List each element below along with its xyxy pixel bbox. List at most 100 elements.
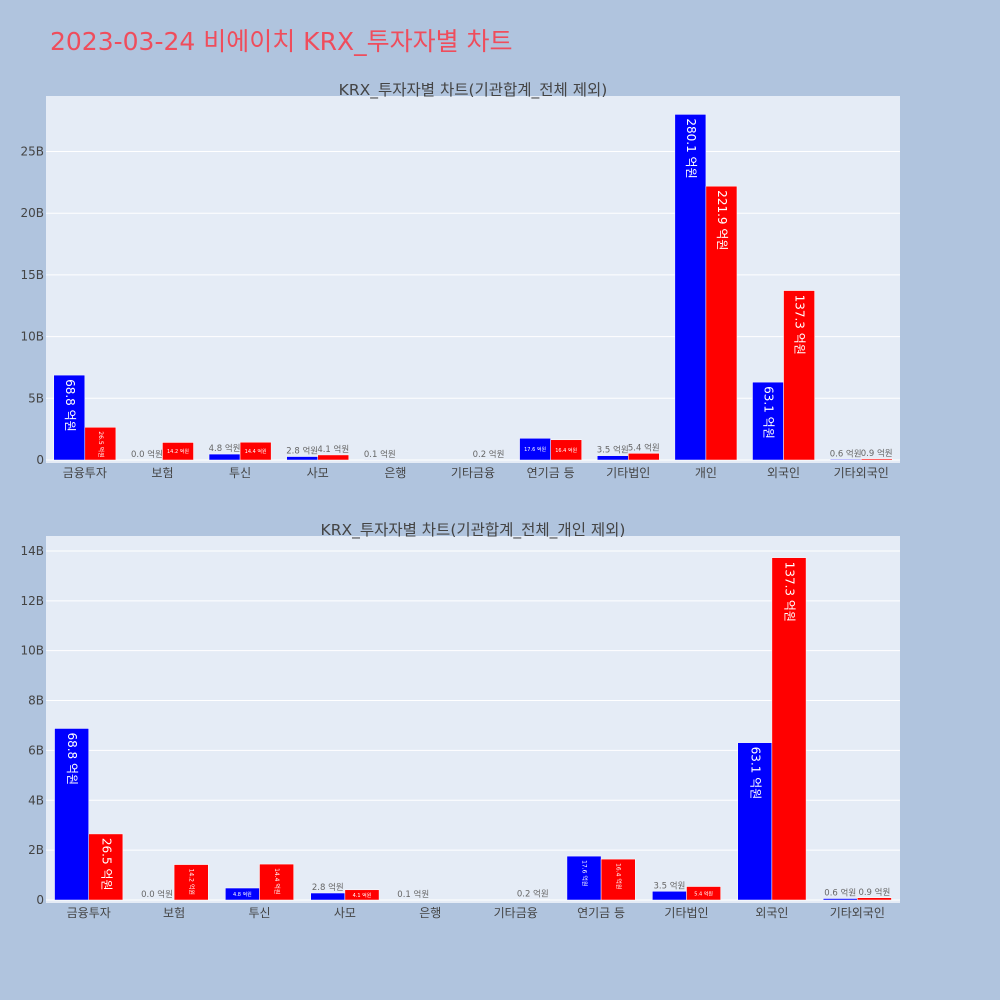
chart1-bar <box>286 456 318 461</box>
chart2-bar <box>344 889 380 901</box>
chart2-bar-label: 5.4 억원 <box>694 890 713 897</box>
chart1-bar-label: 5.4 억원 <box>628 442 660 453</box>
chart2-bar-label: 26.5 억원 <box>99 838 113 891</box>
chart2-bar <box>566 855 602 901</box>
chart2-bar <box>652 891 687 901</box>
chart2-bar <box>686 886 721 901</box>
chart1-bar <box>239 441 272 461</box>
chart2: 0 2B 4B 6B 8B 10B 12B 14B KRX_투자자별 차트(기관합계_전체_개인… <box>20 521 900 920</box>
chart2-ytick-label: 6B <box>28 743 44 757</box>
chart1-bar <box>829 459 862 461</box>
chart1-bar <box>783 290 815 461</box>
chart1-bar-label: 0.9 억원 <box>861 448 893 459</box>
chart1-bar-label: 14.4 억원 <box>245 448 267 455</box>
chart2-bar-label: 0.1 억원 <box>397 889 429 900</box>
chart2-bar-label: 0.9 억원 <box>858 887 890 898</box>
chart1-bar <box>84 427 117 461</box>
chart1-bar-label: 26.5 억원 <box>97 431 105 457</box>
chart2-title: KRX_투자자별 차트(기관합계_전체_개인 제외) <box>321 521 626 540</box>
chart2-bar <box>259 863 294 901</box>
chart2-ytick-label: 10B <box>20 644 44 658</box>
chart1-bar-label: 63.1 억원 <box>762 386 776 439</box>
chart2-bar <box>737 742 773 901</box>
chart1-bar-label: 16.4 억원 <box>555 447 577 454</box>
chart1-xtick-label: 투신 <box>229 466 251 480</box>
chart2-bar-label: 0.2 억원 <box>517 889 549 900</box>
chart2-bar-label: 4.1 억원 <box>353 892 372 899</box>
chart2-bar <box>822 898 858 901</box>
chart2-xtick-label: 금융투자 <box>67 906 111 920</box>
chart2-bar-label: 68.8 억원 <box>65 732 79 785</box>
chart2-ytick-label: 14B <box>20 544 44 558</box>
chart1-bar <box>705 185 738 461</box>
chart1-bar <box>53 374 86 461</box>
chart1-bar-label: 4.1 억원 <box>317 444 349 455</box>
chart1-xtick-label: 사모 <box>307 466 329 480</box>
chart1-bar-label: 2.8 억원 <box>286 446 318 457</box>
chart1-ytick-label: 25B <box>20 145 44 159</box>
chart2-bar-label: 63.1 억원 <box>748 747 762 800</box>
chart1-bar-label: 17.6 억원 <box>524 446 546 453</box>
chart1-bar-label: 0.2 억원 <box>473 449 505 460</box>
chart2-bar <box>600 858 636 901</box>
chart1-bar-label: 14.2 억원 <box>167 448 189 455</box>
chart2-xtick-label: 기타금융 <box>494 906 538 920</box>
chart1-ytick-label: 20B <box>20 206 44 220</box>
chart2-xtick-label: 보험 <box>163 906 185 920</box>
chart2-bar-label: 3.5 억원 <box>653 880 685 891</box>
chart2-bar-label: 17.6 억원 <box>581 860 589 886</box>
chart1-xtick-label: 기타금융 <box>451 466 495 480</box>
chart2-xtick-label: 연기금 등 <box>577 906 625 920</box>
chart1-ytick-label: 0 <box>36 453 44 467</box>
chart2-bar-label: 16.4 억원 <box>615 863 623 889</box>
chart1-ytick-label: 15B <box>20 268 44 282</box>
chart1-xtick-label: 기타법인 <box>606 466 650 480</box>
chart1-bar <box>674 114 707 461</box>
chart1-xtick-label: 외국인 <box>767 466 800 480</box>
chart1-title: KRX_투자자별 차트(기관합계_전체 제외) <box>339 81 608 100</box>
chart2-xtick-label: 기타법인 <box>664 906 708 920</box>
chart2-ytick-label: 0 <box>36 893 44 907</box>
chart1-bar-label: 0.0 억원 <box>131 449 163 460</box>
chart2-bar <box>857 897 892 901</box>
chart2-bar <box>771 557 807 901</box>
chart1-bar-label: 4.8 억원 <box>209 443 241 454</box>
chart1-bar-label: 137.3 억원 <box>793 295 807 355</box>
chart1: 0 5B 10B 15B 20B 25B KRX_투자자별 차트(기관합계_전체 제외) 금융… <box>20 81 900 480</box>
chart2-bar-label: 0.6 억원 <box>824 888 856 899</box>
chart2-xtick-label: 투신 <box>248 906 270 920</box>
chart2-ytick-label: 12B <box>20 594 44 608</box>
chart2-ytick-label: 2B <box>28 843 44 857</box>
chart2-ytick-label: 8B <box>28 694 44 708</box>
chart2-bar-label: 137.3 억원 <box>782 562 796 622</box>
chart1-ytick-label: 5B <box>28 391 44 405</box>
chart1-bar-label: 280.1 억원 <box>684 118 698 178</box>
chart1-ytick-label: 10B <box>20 330 44 344</box>
chart1-bar <box>317 454 350 461</box>
chart2-bar <box>173 864 209 901</box>
chart1-bar <box>596 455 629 461</box>
chart2-bar-label: 0.0 억원 <box>141 889 173 900</box>
chart2-xtick-label: 은행 <box>419 905 441 920</box>
chart1-xtick-label: 개인 <box>695 466 717 480</box>
chart2-xtick-label: 외국인 <box>755 906 788 920</box>
chart1-xtick-label: 금융투자 <box>63 466 107 480</box>
chart2-bar-label: 4.8 억원 <box>233 891 252 898</box>
chart1-bar-label: 0.1 억원 <box>364 449 396 460</box>
chart1-xtick-label: 은행 <box>384 465 406 480</box>
chart2-xtick-label: 사모 <box>334 906 356 920</box>
chart2-bar <box>310 892 346 901</box>
chart2-bar-label: 14.2 억원 <box>188 869 196 895</box>
chart1-bar-label: 221.9 억원 <box>715 190 729 250</box>
chart2-bar <box>88 833 124 901</box>
chart1-bar <box>162 442 194 461</box>
chart1-bar-label: 3.5 억원 <box>597 445 629 456</box>
chart1-bar-label: 0.6 억원 <box>830 448 862 459</box>
chart1-bar <box>550 439 582 461</box>
chart2-bar <box>54 728 89 901</box>
chart1-bar <box>860 458 893 461</box>
chart2-ytick-label: 4B <box>28 793 44 807</box>
chart2-bar-label: 2.8 억원 <box>312 882 344 893</box>
chart1-bar <box>208 453 241 461</box>
